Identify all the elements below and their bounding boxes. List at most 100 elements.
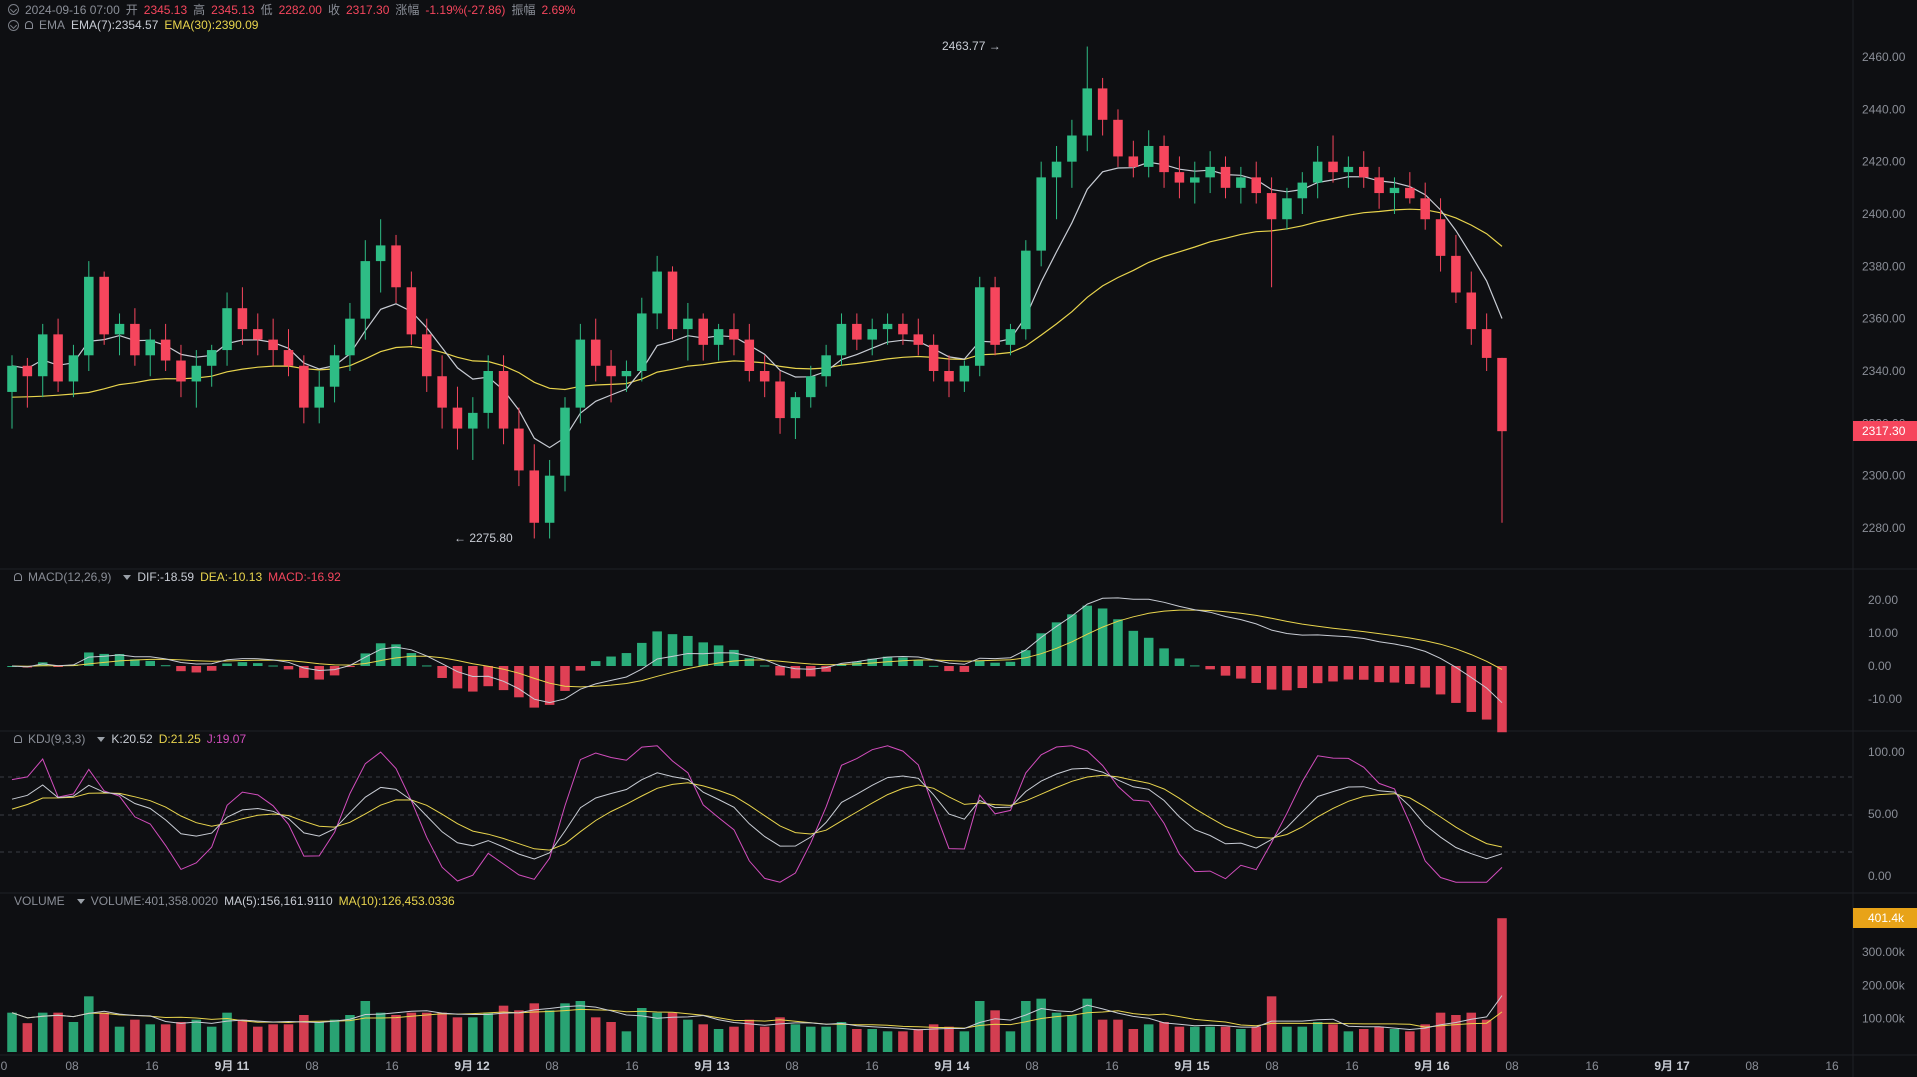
candle-body (775, 381, 785, 419)
macd-pane[interactable] (7, 597, 1507, 733)
price-pane[interactable] (7, 46, 1507, 539)
macd-histogram-bar (713, 645, 724, 666)
price-axis-label: 2360.00 (1862, 312, 1906, 326)
macd-histogram-bar (1328, 666, 1338, 682)
kdj-reference-lines (0, 776, 1853, 853)
dif-value: DIF:-18.59 (137, 570, 195, 584)
macd-histogram-bar (1190, 665, 1200, 667)
collapse-toggle-icon[interactable] (8, 4, 19, 15)
time-axis-label: 08 (1265, 1059, 1279, 1073)
macd-histogram-bar (283, 666, 294, 670)
volume-bar (806, 1026, 816, 1052)
macd-histogram-bar (913, 659, 924, 666)
time-axis-label: 08 (545, 1059, 559, 1073)
collapse-toggle-icon[interactable] (8, 19, 19, 31)
candle-body (729, 329, 739, 340)
volume-indicator-name[interactable]: VOLUME (14, 894, 65, 908)
volume-bar (698, 1024, 708, 1052)
volume-bar (836, 1022, 847, 1052)
volume-ma5-line (11, 995, 1503, 1031)
macd-histogram-bar (299, 666, 309, 678)
chevron-down-icon[interactable] (123, 574, 132, 580)
volume-pane[interactable] (7, 918, 1507, 1052)
volume-bar (560, 1003, 570, 1052)
bell-icon[interactable] (14, 573, 22, 581)
candle-body (191, 365, 202, 382)
kdj-axis-label: 100.00 (1868, 745, 1905, 759)
macd-histogram-bar (928, 665, 939, 667)
macd-histogram-bar (391, 644, 401, 666)
macd-histogram-bar (1497, 666, 1507, 733)
candle-body (913, 334, 924, 345)
candle-body (53, 334, 63, 382)
volume-bar (544, 1010, 555, 1052)
volume-bar (1067, 1015, 1077, 1052)
kdj-pane[interactable] (11, 745, 1503, 883)
candle-body (498, 371, 509, 429)
volume-bar (652, 1012, 662, 1052)
macd-histogram-bar (329, 666, 340, 676)
volume-bar (130, 1019, 140, 1052)
volume-legend: VOLUME VOLUME:401,358.0020 MA(5):156,161… (14, 894, 461, 908)
volume-bar (729, 1026, 739, 1052)
time-axis-label: 16 (1345, 1059, 1359, 1073)
macd-axis-label: -10.00 (1868, 692, 1902, 706)
volume-bar (1343, 1031, 1354, 1052)
macd-histogram-bar (1036, 633, 1046, 666)
candle-body (529, 470, 540, 523)
ema-indicator-name[interactable]: EMA (39, 18, 66, 32)
macd-indicator-name[interactable]: MACD(12,26,9) (28, 570, 112, 584)
candle-body (1266, 193, 1277, 220)
macd-histogram-bar (84, 652, 94, 666)
volume-bar (529, 1003, 540, 1052)
candle-body (990, 287, 1000, 345)
bell-icon[interactable] (25, 21, 33, 29)
macd-histogram-bar (959, 666, 970, 672)
candle-body (790, 397, 801, 419)
candle-body (1374, 177, 1384, 194)
macd-histogram-bar (1143, 637, 1154, 666)
candle-body (283, 350, 294, 366)
chevron-down-icon[interactable] (76, 898, 85, 904)
chevron-down-icon[interactable] (97, 736, 106, 742)
bell-icon[interactable] (14, 735, 22, 743)
candle-body (268, 339, 278, 351)
macd-histogram-bar (145, 660, 156, 666)
volume-bar (391, 1015, 401, 1052)
volume-bar (606, 1022, 616, 1052)
dif-line (11, 597, 1503, 704)
last-price-label: 2317.30 (1862, 424, 1906, 438)
macd-histogram-bar (1297, 666, 1308, 689)
macd-histogram-bar (345, 666, 355, 668)
volume-bar (191, 1019, 202, 1052)
kdj-axis-label: 50.00 (1868, 807, 1898, 821)
macd-histogram-bar (867, 658, 877, 666)
volume-bar (329, 1019, 340, 1052)
volume-bar (421, 1012, 432, 1052)
candle-body (621, 371, 632, 377)
candle-body (590, 339, 601, 366)
volume-bar (406, 1012, 417, 1052)
candle-date: 2024-09-16 07:00 (25, 2, 120, 17)
candle-body (1358, 166, 1369, 178)
volume-bar (1143, 1024, 1154, 1052)
macd-histogram-bar (606, 656, 616, 666)
macd-histogram-bar (268, 665, 278, 667)
candle-body (1143, 145, 1154, 167)
volume-bar (37, 1012, 48, 1052)
volume-bar (1190, 1026, 1200, 1052)
volume-bar (498, 1005, 509, 1052)
candle-body (160, 339, 171, 361)
macd-histogram-bar (1236, 666, 1246, 679)
session-high-marker: 2463.77 → (942, 39, 1001, 53)
kdj-indicator-name[interactable]: KDJ(9,3,3) (28, 732, 86, 746)
candle-body (575, 339, 586, 408)
candle-body (898, 323, 908, 335)
candle-body (206, 350, 217, 366)
change-label: 涨幅 (395, 3, 420, 17)
candle-body (606, 365, 616, 377)
volume-bar (7, 1012, 17, 1052)
candle-body (1067, 135, 1077, 162)
last-volume-label: 401.4k (1868, 911, 1905, 925)
